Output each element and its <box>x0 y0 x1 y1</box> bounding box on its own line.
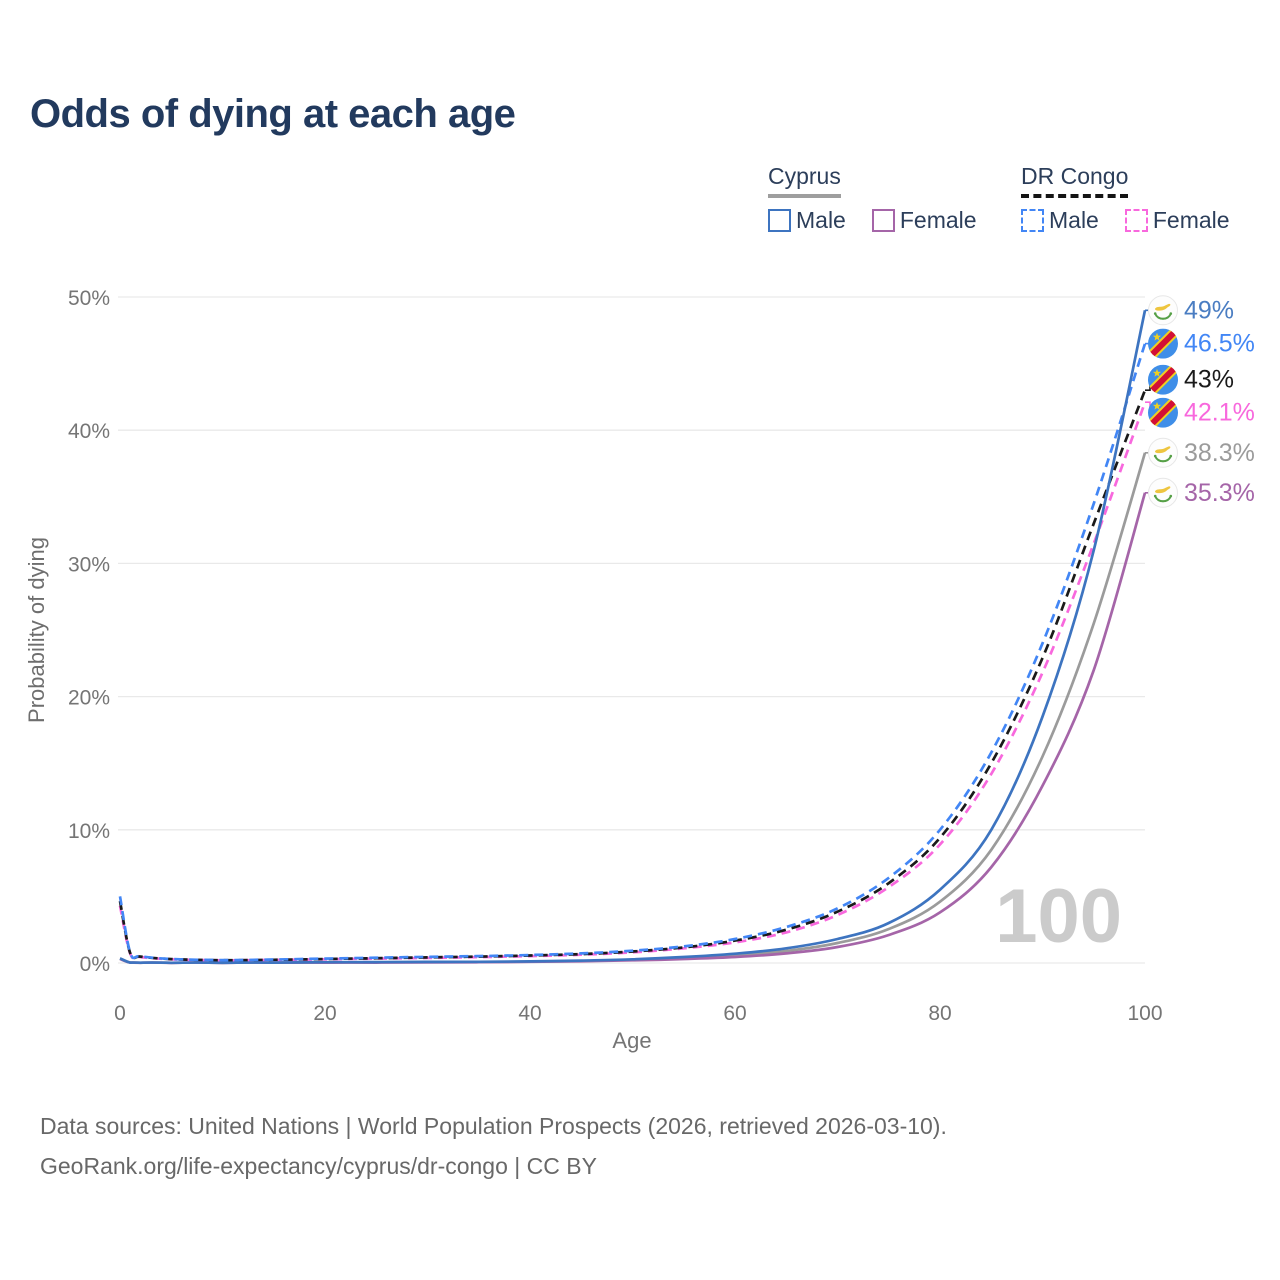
series-line-dr-congo-female <box>118 401 1147 962</box>
end-value-label: 35.3% <box>1184 479 1255 507</box>
end-label-dr-congo-female: 42.1% <box>1145 395 1255 431</box>
dr-congo-flag-icon <box>1145 362 1181 398</box>
legend: Cyprus Male Female DR Congo Male Female <box>0 163 1280 243</box>
series-line-cyprus-both-sexes <box>119 452 1147 965</box>
cyprus-flag-icon <box>1147 294 1179 326</box>
gridlines <box>118 296 1145 964</box>
dr-congo-flag-icon <box>1145 395 1181 431</box>
y-tick-50: 50% <box>68 287 110 310</box>
legend-country-cyprus[interactable]: Cyprus <box>768 163 841 198</box>
legend-country-dr-congo[interactable]: DR Congo <box>1021 163 1129 198</box>
y-tick-40: 40% <box>68 420 110 443</box>
end-label-dr-congo-both-sexes: 43% <box>1145 362 1234 398</box>
legend-label-dr-congo-female[interactable]: Female <box>1152 207 1230 233</box>
cyprus-flag-icon <box>1147 437 1179 469</box>
x-tick-100: 100 <box>1127 1002 1162 1025</box>
legend-label-dr-congo-male[interactable]: Male <box>1049 207 1099 233</box>
end-label-dr-congo-male: 46.5% <box>1145 326 1255 362</box>
footer-attribution-link: GeoRank.org/life-expectancy/cyprus/dr-co… <box>40 1153 597 1179</box>
series-line-dr-congo-both-sexes <box>118 389 1147 962</box>
y-axis-title: Probability of dying <box>24 537 49 723</box>
end-value-label: 49% <box>1184 296 1234 324</box>
end-value-label: 43% <box>1184 366 1234 394</box>
series-curves <box>118 310 1147 965</box>
end-label-cyprus-male: 49% <box>1145 294 1234 326</box>
series-line-cyprus-male <box>119 310 1147 965</box>
end-label-cyprus-both-sexes: 38.3% <box>1145 437 1255 469</box>
x-tick-40: 40 <box>518 1002 541 1025</box>
y-tick-20: 20% <box>68 687 110 710</box>
legend-swatch-dr-congo-female[interactable] <box>1124 209 1148 232</box>
y-tick-10: 10% <box>68 820 110 843</box>
dr-congo-flag-icon <box>1145 326 1181 362</box>
y-tick-30: 30% <box>68 553 110 576</box>
x-tick-80: 80 <box>928 1002 951 1025</box>
legend-swatch-dr-congo-male[interactable] <box>1021 209 1044 232</box>
footer-data-sources: Data sources: United Nations | World Pop… <box>40 1113 947 1139</box>
watermark-100: 100 <box>995 874 1122 959</box>
x-tick-0: 0 <box>114 1002 126 1025</box>
series-line-dr-congo-male <box>118 343 1147 962</box>
legend-group-dr-congo: DR Congo Male Female <box>1021 163 1230 234</box>
legend-swatch-cyprus-female[interactable] <box>871 209 895 232</box>
page-title: Odds of dying at each age <box>30 92 516 136</box>
series-end-labels: 49% 46.5% 43% 42.1% 38.3% 35.3% <box>1145 294 1255 509</box>
y-tick-0: 0% <box>80 953 110 976</box>
footer: Data sources: United Nations | World Pop… <box>40 1106 947 1186</box>
end-value-label: 42.1% <box>1184 399 1255 427</box>
legend-swatch-cyprus-male[interactable] <box>768 209 791 232</box>
end-value-label: 46.5% <box>1184 330 1255 358</box>
x-tick-20: 20 <box>313 1002 336 1025</box>
legend-label-cyprus-male[interactable]: Male <box>796 207 846 233</box>
legend-group-cyprus: Cyprus Male Female <box>768 163 977 234</box>
legend-label-cyprus-female[interactable]: Female <box>899 207 977 233</box>
y-axis-tick-labels: 0% 10% 20% 30% 40% 50% <box>68 287 110 976</box>
cyprus-flag-icon <box>1147 477 1179 509</box>
x-tick-60: 60 <box>723 1002 746 1025</box>
x-axis-title: Age <box>612 1028 651 1053</box>
x-axis-tick-labels: 0 20 40 60 80 100 <box>114 1002 1162 1025</box>
end-label-cyprus-female: 35.3% <box>1145 477 1255 509</box>
end-value-label: 38.3% <box>1184 439 1255 467</box>
